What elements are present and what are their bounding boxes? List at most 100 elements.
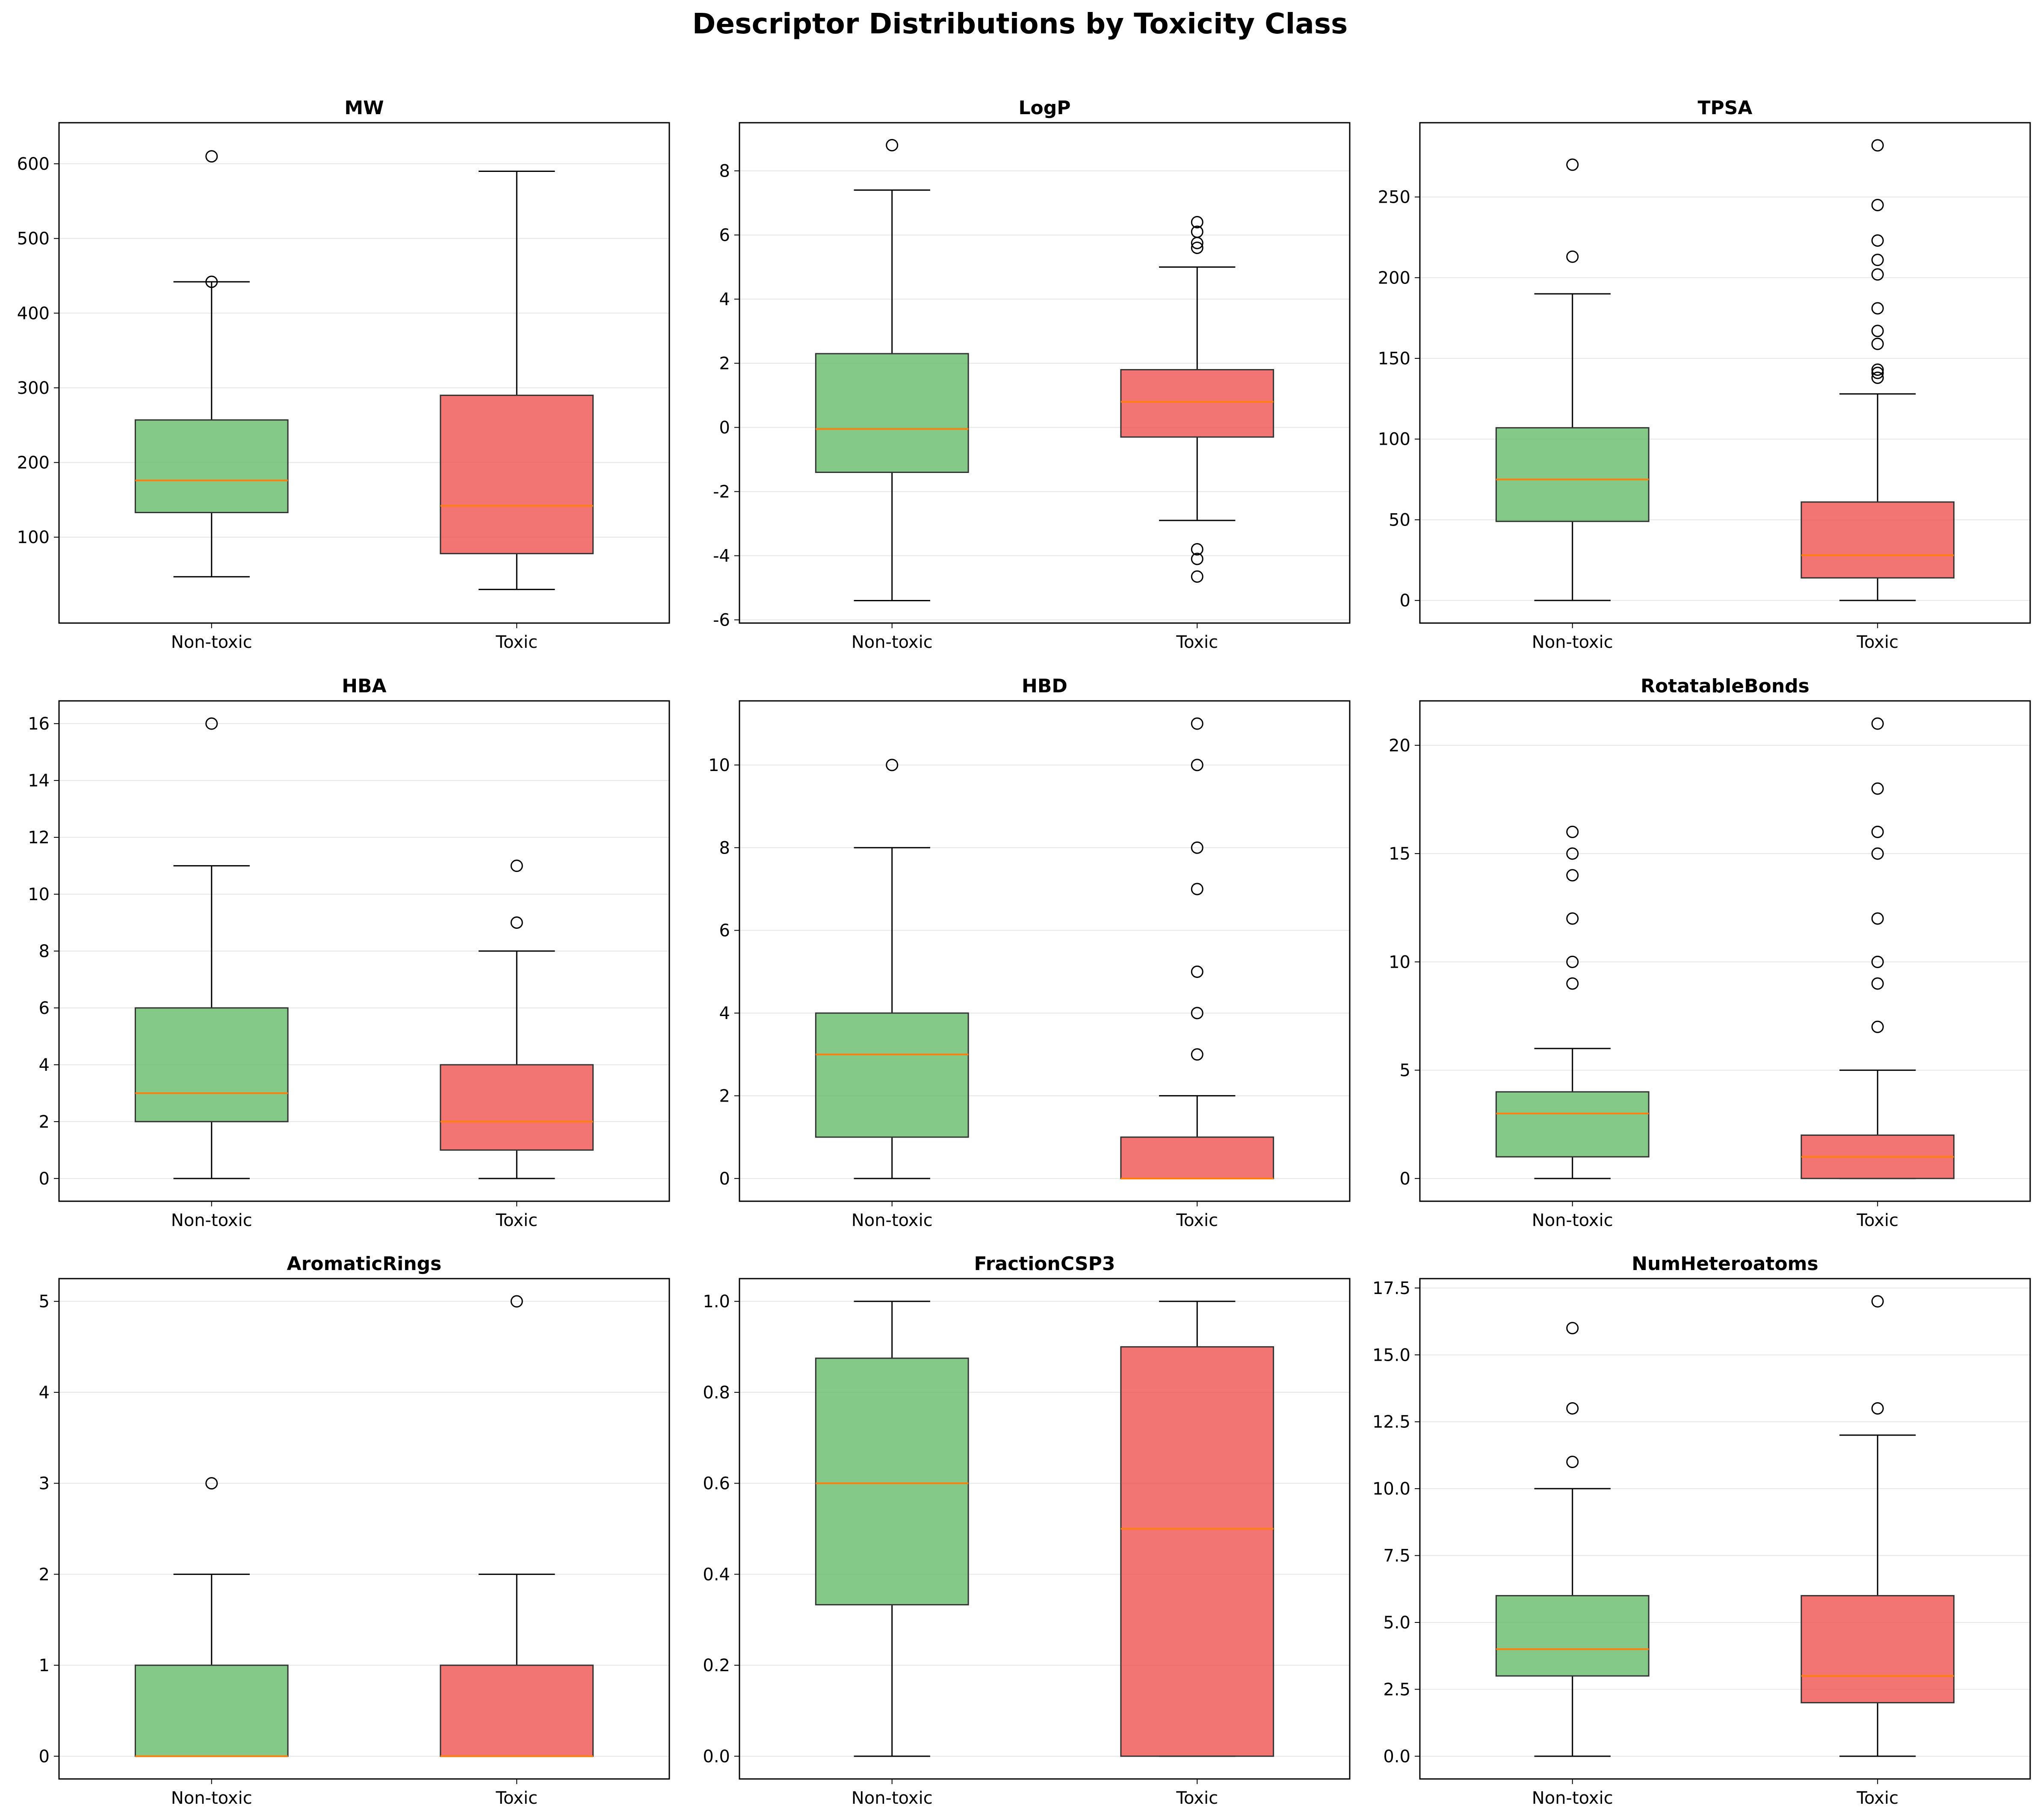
y-tick-label: 12.5 (1372, 1412, 1410, 1432)
plot-frame (739, 122, 1351, 624)
y-tick-label: 100 (1378, 430, 1410, 449)
outlier-point (1871, 977, 1884, 990)
iqr-box (1495, 1091, 1650, 1158)
panel-hbd: HBD 0 2 4 6 8 10 Non-toxic Toxic (708, 675, 1351, 1230)
panel-hba: HBA 0 2 4 6 8 10 12 14 16 Non-toxic Toxic (28, 675, 670, 1230)
outlier-point (1191, 1048, 1203, 1061)
box-non-toxic (1495, 1322, 1650, 1757)
outlier-point (1566, 955, 1579, 968)
outlier-point (1871, 325, 1884, 337)
outlier-point (1871, 337, 1884, 350)
y-tick-label: 100 (17, 528, 50, 547)
panel-title: TPSA (1697, 97, 1752, 119)
iqr-box (1801, 1595, 1955, 1704)
outlier-point (1566, 977, 1579, 990)
y-tick-label: 250 (1378, 188, 1410, 207)
y-tick-label: 0 (1400, 1169, 1410, 1189)
y-tick-label: 1 (39, 1656, 50, 1675)
y-tick-label: 50 (1389, 510, 1410, 530)
y-tick-label: 300 (17, 378, 50, 398)
y-tick-label: -6 (713, 611, 730, 630)
panel-title: HBD (1022, 675, 1067, 697)
outlier-point (886, 759, 899, 771)
x-tick-label: Toxic (495, 632, 538, 652)
box-toxic (1801, 1295, 1955, 1757)
box-toxic (440, 171, 594, 590)
outlier-point (1871, 198, 1884, 211)
y-tick-label: 2.5 (1383, 1680, 1410, 1699)
y-tick-label: 200 (1378, 268, 1410, 288)
y-tick-label: 1.0 (703, 1292, 730, 1312)
y-tick-label: 5.0 (1383, 1613, 1410, 1633)
outlier-point (1566, 912, 1579, 925)
y-tick-label: 500 (17, 229, 50, 249)
x-tick-label: Toxic (1176, 632, 1218, 652)
y-tick-label: 0.0 (703, 1747, 730, 1767)
x-tick-label: Non-toxic (851, 1211, 933, 1230)
y-tick-label: 14 (28, 771, 50, 791)
x-tick-label: Non-toxic (171, 1211, 252, 1230)
iqr-box (1120, 369, 1274, 438)
outlier-point (1871, 302, 1884, 315)
iqr-box (134, 419, 289, 514)
outlier-point (1871, 955, 1884, 968)
outlier-point (205, 275, 218, 288)
plot-frame (1419, 700, 2031, 1202)
y-tick-label: 7.5 (1383, 1546, 1410, 1566)
iqr-box (440, 1064, 594, 1151)
outlier-point (1191, 552, 1203, 565)
box-non-toxic (815, 759, 969, 1179)
panel-aromaticrings: AromaticRings 0 1 2 3 4 5 Non-toxic Toxic (39, 1253, 670, 1808)
x-tick-label: Non-toxic (1532, 1211, 1613, 1230)
iqr-box (1120, 1346, 1274, 1757)
panel-tpsa: TPSA 0 50 100 150 200 250 Non-toxic Toxic (1378, 97, 2031, 652)
y-tick-label: 0.2 (703, 1656, 730, 1675)
box-non-toxic (1495, 158, 1650, 601)
x-tick-label: Non-toxic (851, 632, 933, 652)
y-tick-label: 0.4 (703, 1565, 730, 1584)
y-tick-label: 4 (719, 1004, 730, 1023)
panel-mw: MW 100 200 300 400 500 600 Non-toxic Toxic (17, 97, 670, 652)
iqr-box (134, 1664, 289, 1757)
plot-frame (58, 1278, 670, 1780)
outlier-point (1191, 717, 1203, 730)
y-tick-label: 0 (719, 418, 730, 438)
y-tick-label: 2 (39, 1565, 50, 1584)
panel-title: MW (344, 97, 384, 119)
figure-title: Descriptor Distributions by Toxicity Cla… (692, 7, 1348, 40)
outlier-point (1191, 216, 1203, 228)
panel-title: FractionCSP3 (974, 1253, 1115, 1275)
y-tick-label: 2 (719, 354, 730, 374)
x-tick-label: Non-toxic (171, 1788, 252, 1808)
box-non-toxic (815, 1300, 969, 1757)
y-tick-label: 10 (1389, 952, 1410, 972)
outlier-point (1191, 841, 1203, 854)
panel-numheteroatoms: NumHeteroatoms 0.0 2.5 5.0 7.5 10.0 12.5 15.0 17… (1372, 1253, 2031, 1808)
plot-frame (1419, 122, 2031, 624)
y-tick-label: 6 (39, 999, 50, 1018)
outlier-point (1191, 570, 1203, 583)
box-non-toxic (1495, 825, 1650, 1179)
y-tick-label: 0 (719, 1169, 730, 1189)
panel-title: NumHeteroatoms (1632, 1253, 1818, 1275)
iqr-box (440, 394, 594, 555)
outlier-point (1191, 242, 1203, 254)
y-tick-label: 0 (1400, 591, 1410, 611)
outlier-point (1871, 782, 1884, 795)
y-tick-label: 8 (719, 162, 730, 181)
outlier-point (205, 717, 218, 730)
x-tick-label: Toxic (495, 1788, 538, 1808)
x-tick-label: Toxic (1856, 1788, 1898, 1808)
outlier-point (1566, 158, 1579, 171)
outlier-point (1566, 1402, 1579, 1415)
y-tick-label: 4 (719, 290, 730, 310)
y-tick-label: 20 (1389, 736, 1410, 756)
y-tick-label: 5 (1400, 1061, 1410, 1081)
y-tick-label: 6 (719, 921, 730, 941)
x-tick-label: Toxic (1856, 632, 1898, 652)
box-non-toxic (815, 139, 969, 601)
outlier-point (1871, 234, 1884, 247)
iqr-box (440, 1664, 594, 1757)
y-tick-label: 4 (39, 1383, 50, 1403)
